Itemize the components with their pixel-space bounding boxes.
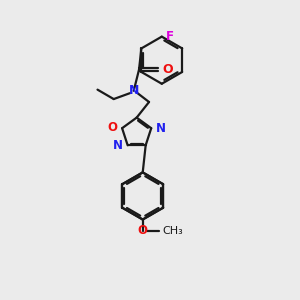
Text: O: O (107, 121, 117, 134)
Text: N: N (113, 139, 123, 152)
Text: O: O (137, 224, 147, 237)
Text: N: N (128, 84, 139, 97)
Text: O: O (162, 63, 172, 76)
Text: CH₃: CH₃ (162, 226, 183, 236)
Text: F: F (166, 29, 174, 43)
Text: N: N (156, 122, 166, 135)
